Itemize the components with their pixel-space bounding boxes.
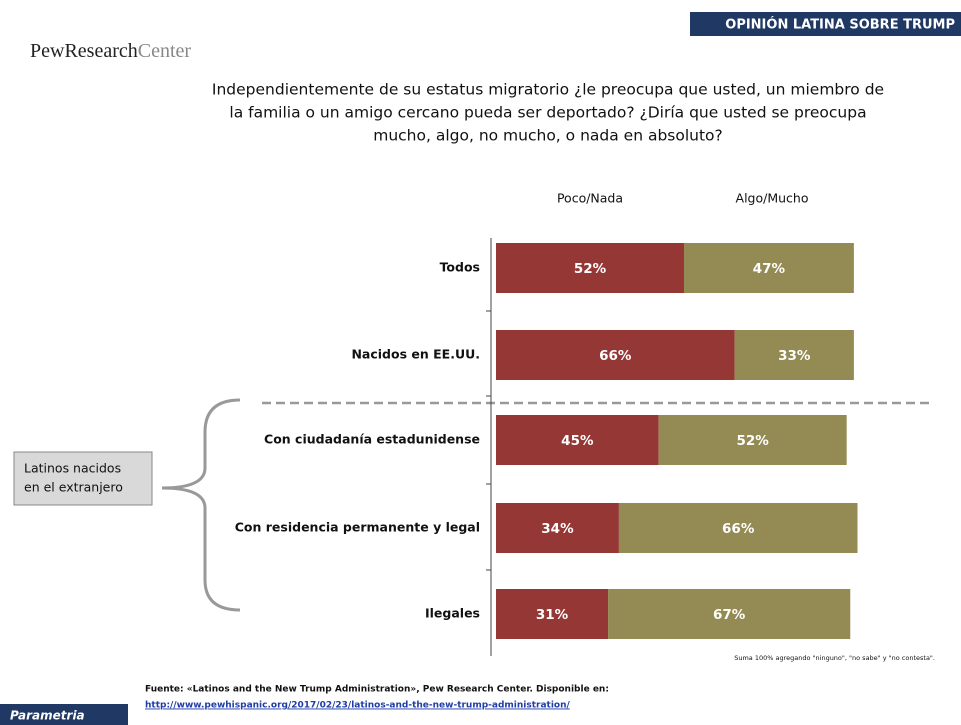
bar bbox=[608, 589, 851, 639]
y-tick-label: Nacidos en EE.UU. bbox=[351, 347, 480, 362]
brand-box bbox=[0, 704, 128, 725]
value-label: 66% bbox=[599, 348, 632, 364]
bar bbox=[496, 415, 659, 465]
value-label: 33% bbox=[778, 348, 811, 364]
annotation: en el extranjero bbox=[24, 480, 123, 495]
y-tick-label: Todos bbox=[440, 260, 480, 275]
bar bbox=[658, 415, 847, 465]
value-label: 66% bbox=[722, 521, 755, 537]
bar bbox=[618, 503, 858, 553]
legend-label: Poco/Nada bbox=[557, 191, 623, 206]
bar bbox=[496, 330, 735, 380]
note: Suma 100% agregando "ninguno", "no sabe"… bbox=[734, 654, 935, 662]
value-label: 47% bbox=[753, 261, 786, 277]
value-label: 34% bbox=[541, 521, 574, 537]
annotation-box bbox=[13, 451, 153, 506]
header-bar bbox=[690, 12, 961, 36]
legend-label: Algo/Mucho bbox=[736, 191, 809, 206]
bar bbox=[734, 330, 854, 380]
value-label: 45% bbox=[561, 433, 594, 449]
bar bbox=[683, 243, 854, 293]
source: Fuente: «Latinos and the New Trump Admin… bbox=[145, 685, 609, 695]
y-tick-label: Con residencia permanente y legal bbox=[235, 520, 480, 535]
brand: Parametria bbox=[10, 709, 85, 723]
chart-title: la familia o un amigo cercano pueda ser … bbox=[229, 104, 866, 122]
value-label: 52% bbox=[737, 433, 770, 449]
header: OPINIÓN LATINA SOBRE TRUMP bbox=[725, 17, 955, 33]
bar bbox=[496, 503, 619, 553]
bar bbox=[496, 243, 684, 293]
bracket bbox=[161, 398, 241, 612]
value-label: 52% bbox=[574, 261, 607, 277]
logo: PewResearchCenter bbox=[30, 40, 191, 62]
value-label: 31% bbox=[536, 607, 569, 623]
bar bbox=[496, 589, 609, 639]
y-tick-label: Ilegales bbox=[425, 606, 480, 621]
source-url: http://www.pewhispanic.org/2017/02/23/la… bbox=[145, 701, 571, 711]
annotation: Latinos nacidos bbox=[24, 461, 121, 476]
value-label: 67% bbox=[713, 607, 746, 623]
y-tick-label: Con ciudadanía estadunidense bbox=[264, 432, 480, 447]
chart-title: Independientemente de su estatus migrato… bbox=[212, 81, 884, 99]
chart-title: mucho, algo, no mucho, o nada en absolut… bbox=[373, 127, 723, 145]
